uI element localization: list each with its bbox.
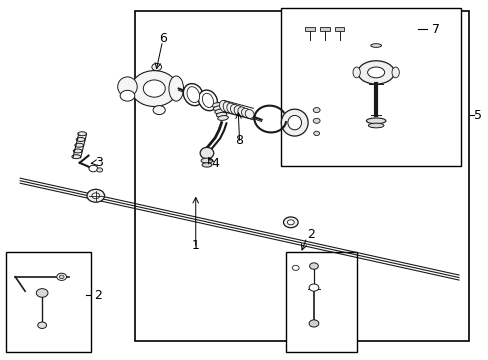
Ellipse shape: [201, 158, 212, 163]
Text: 2: 2: [307, 228, 315, 241]
Bar: [135, 12, 468, 341]
Ellipse shape: [230, 104, 239, 114]
Ellipse shape: [72, 155, 81, 159]
Circle shape: [313, 108, 320, 113]
Ellipse shape: [237, 107, 246, 117]
Ellipse shape: [213, 106, 224, 111]
Ellipse shape: [211, 103, 222, 108]
Text: 5: 5: [472, 109, 481, 122]
Circle shape: [287, 220, 294, 225]
Ellipse shape: [118, 77, 137, 96]
Ellipse shape: [183, 84, 203, 106]
Text: 6: 6: [158, 32, 166, 45]
Circle shape: [308, 320, 318, 327]
Ellipse shape: [198, 90, 217, 111]
Ellipse shape: [367, 67, 384, 78]
Bar: [285, 252, 356, 352]
Ellipse shape: [168, 76, 183, 101]
Text: 2: 2: [94, 289, 102, 302]
Bar: [320, 27, 329, 31]
Ellipse shape: [367, 123, 383, 128]
Circle shape: [283, 217, 298, 228]
Bar: [305, 27, 315, 31]
Ellipse shape: [152, 63, 161, 71]
Circle shape: [292, 265, 299, 270]
Ellipse shape: [131, 71, 177, 107]
Ellipse shape: [76, 138, 85, 141]
Ellipse shape: [244, 109, 254, 118]
Ellipse shape: [143, 80, 165, 97]
Ellipse shape: [120, 90, 135, 101]
Ellipse shape: [234, 105, 243, 116]
Ellipse shape: [75, 143, 83, 147]
Circle shape: [89, 165, 98, 172]
Circle shape: [308, 284, 318, 291]
Ellipse shape: [391, 67, 399, 78]
Ellipse shape: [241, 108, 250, 117]
Ellipse shape: [202, 163, 211, 167]
Bar: [5, 252, 91, 352]
Circle shape: [313, 118, 320, 123]
Circle shape: [38, 322, 46, 328]
Circle shape: [57, 273, 66, 280]
Ellipse shape: [226, 103, 235, 114]
Ellipse shape: [153, 105, 165, 114]
Text: 3: 3: [95, 156, 103, 169]
Circle shape: [309, 263, 318, 269]
Ellipse shape: [78, 132, 86, 136]
Ellipse shape: [366, 118, 385, 124]
Ellipse shape: [219, 100, 228, 112]
Ellipse shape: [202, 93, 213, 108]
Text: 8: 8: [235, 134, 243, 147]
Ellipse shape: [287, 116, 301, 130]
Text: 7: 7: [431, 23, 439, 36]
Ellipse shape: [186, 87, 199, 103]
Ellipse shape: [200, 147, 213, 159]
Circle shape: [87, 189, 104, 202]
Bar: [281, 8, 461, 166]
Ellipse shape: [223, 102, 232, 113]
Circle shape: [36, 289, 48, 297]
Ellipse shape: [281, 109, 307, 136]
Text: 4: 4: [211, 157, 219, 170]
Ellipse shape: [73, 149, 82, 153]
Text: 1: 1: [191, 239, 199, 252]
Bar: [334, 27, 344, 31]
Ellipse shape: [214, 109, 225, 114]
Ellipse shape: [216, 112, 226, 117]
Circle shape: [97, 168, 102, 172]
Ellipse shape: [370, 44, 381, 47]
Circle shape: [313, 131, 319, 135]
Ellipse shape: [352, 67, 360, 78]
Circle shape: [59, 275, 64, 279]
Ellipse shape: [357, 61, 394, 84]
Circle shape: [92, 193, 100, 199]
Ellipse shape: [217, 116, 228, 120]
